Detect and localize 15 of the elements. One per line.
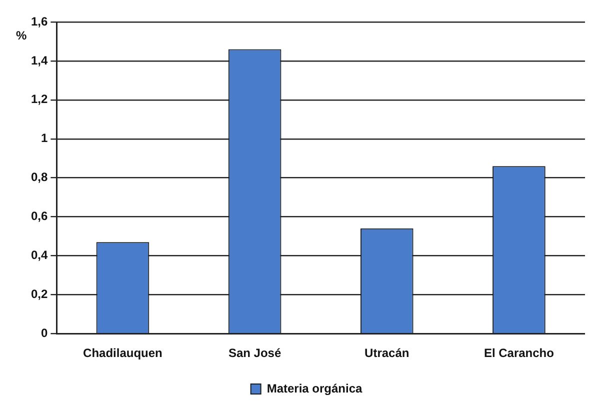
y-tick-label: 0,6 (30, 209, 48, 224)
x-tick-label: El Carancho (484, 346, 554, 360)
y-axis-title: % (16, 28, 27, 42)
x-tick-label: San José (228, 346, 282, 360)
y-tick-label: 0,4 (30, 248, 48, 262)
y-tick-label: 0,2 (30, 286, 48, 301)
y-tick-label: 0,8 (30, 170, 48, 184)
y-tick-label: 1,2 (30, 92, 48, 106)
x-tick-label: Chadilauquen (83, 346, 162, 360)
legend-label: Materia orgánica (266, 381, 363, 396)
y-tick-label: 1,4 (30, 53, 48, 68)
y-tick-label: 1,6 (30, 14, 48, 28)
y-tick-label: 0 (40, 326, 48, 340)
x-tick-label: Utracán (364, 346, 410, 360)
y-tick-label: 1 (40, 131, 48, 146)
